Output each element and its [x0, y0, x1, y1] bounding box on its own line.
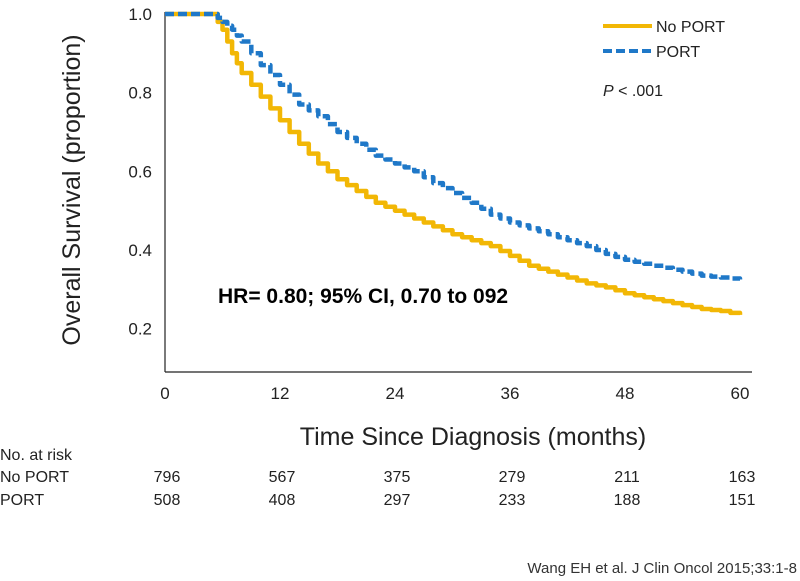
risk-value: 188 — [614, 492, 641, 509]
y-tick-label: 0.8 — [128, 84, 152, 103]
risk-value: 279 — [499, 469, 526, 486]
x-tick-label: 60 — [731, 384, 750, 403]
y-axis-title: Overall Survival (proportion) — [58, 34, 86, 345]
x-tick-label: 36 — [501, 384, 520, 403]
x-tick-label: 12 — [271, 384, 290, 403]
risk-value: 508 — [154, 492, 181, 509]
risk-value: 211 — [614, 469, 640, 486]
citation: Wang EH et al. J Clin Oncol 2015;33:1-8 — [527, 560, 797, 577]
legend-label-no-port: No PORT — [656, 19, 725, 36]
series-line-no-port — [165, 11, 743, 316]
y-tick-label: 0.4 — [128, 241, 152, 260]
y-tick-labels: 0.2 0.4 0.6 0.8 1.0 — [128, 5, 152, 339]
legend-label-port: PORT — [656, 44, 700, 61]
risk-value: 408 — [269, 492, 296, 509]
p-value-annotation: P < .001 — [603, 83, 663, 100]
risk-row-label-port: PORT — [0, 492, 44, 509]
y-tick-label: 0.6 — [128, 162, 152, 181]
risk-value: 151 — [729, 492, 756, 509]
risk-value: 233 — [499, 492, 526, 509]
risk-table-title: No. at risk — [0, 447, 73, 464]
risk-row-label-no-port: No PORT — [0, 469, 69, 486]
risk-value: 796 — [154, 469, 181, 486]
x-axis-title: Time Since Diagnosis (months) — [300, 423, 646, 451]
hazard-ratio-annotation: HR= 0.80; 95% CI, 0.70 to 092 — [218, 285, 508, 308]
y-tick-label: 0.2 — [128, 320, 152, 339]
y-tick-label: 1.0 — [128, 5, 152, 24]
x-tick-label: 48 — [616, 384, 635, 403]
x-tick-label: 0 — [160, 384, 169, 403]
x-tick-label: 24 — [386, 384, 405, 403]
risk-value: 567 — [269, 469, 296, 486]
risk-value: 163 — [729, 469, 756, 486]
x-tick-labels: 0 12 24 36 48 60 — [160, 384, 749, 403]
risk-values: 796 567 375 279 211 163 508 408 297 233 188 151 — [154, 469, 756, 509]
legend: No PORT PORT — [603, 19, 725, 61]
risk-value: 297 — [384, 492, 411, 509]
p-value-symbol: P — [603, 83, 614, 100]
series-group — [165, 11, 743, 316]
risk-value: 375 — [384, 469, 411, 486]
p-value-text: < .001 — [614, 83, 663, 100]
series-line-port — [165, 11, 743, 281]
risk-table: No. at risk No PORT PORT 796 567 375 279 211… — [0, 447, 755, 509]
